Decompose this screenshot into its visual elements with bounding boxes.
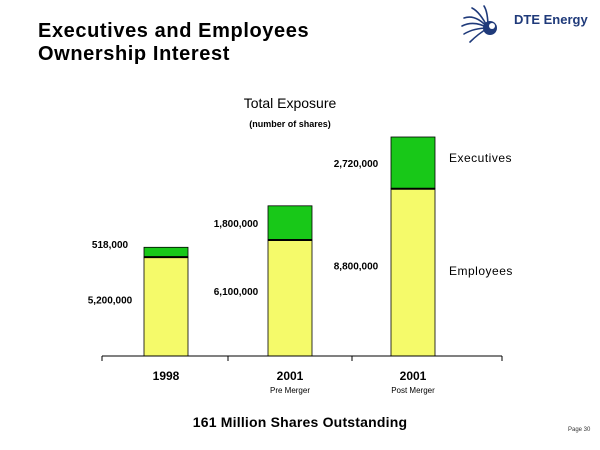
category-sublabel-1: Pre Merger <box>270 386 310 395</box>
legend-executives: Executives <box>449 151 512 165</box>
sun-logo-icon <box>461 5 497 43</box>
footer-shares-outstanding: 161 Million Shares Outstanding <box>192 414 408 430</box>
slide-title: Executives and Employees Ownership Inter… <box>38 20 309 66</box>
bar-executives-0 <box>143 246 189 258</box>
chart-title: Total Exposure <box>244 95 337 111</box>
category-sublabel-2: Post Merger <box>391 386 435 395</box>
bar-executives-2 <box>390 136 436 190</box>
label-employees-1: 6,100,000 <box>214 287 259 298</box>
category-label-2: 2001 <box>400 369 427 383</box>
page-number: Page 30 <box>568 427 591 433</box>
label-employees-2: 8,800,000 <box>334 261 379 272</box>
bar-employees-0 <box>143 256 189 357</box>
slide-title-line2: Ownership Interest <box>38 43 230 65</box>
label-employees-0: 5,200,000 <box>88 296 133 307</box>
slide-title-line1: Executives and Employees <box>38 20 310 42</box>
bar-employees-1 <box>267 239 313 357</box>
legend-employees: Employees <box>449 264 513 278</box>
label-executives-0: 518,000 <box>92 240 129 251</box>
chart-subtitle: (number of shares) <box>249 119 331 129</box>
dte-energy-logo: DTE Energy <box>458 4 598 50</box>
label-executives-2: 2,720,000 <box>334 159 379 170</box>
logo-text: DTE Energy <box>514 12 588 27</box>
category-label-1: 2001 <box>277 369 304 383</box>
bar-employees-2 <box>390 188 436 357</box>
category-label-0: 1998 <box>153 369 180 383</box>
bar-executives-1 <box>267 205 313 241</box>
label-executives-1: 1,800,000 <box>214 219 259 230</box>
